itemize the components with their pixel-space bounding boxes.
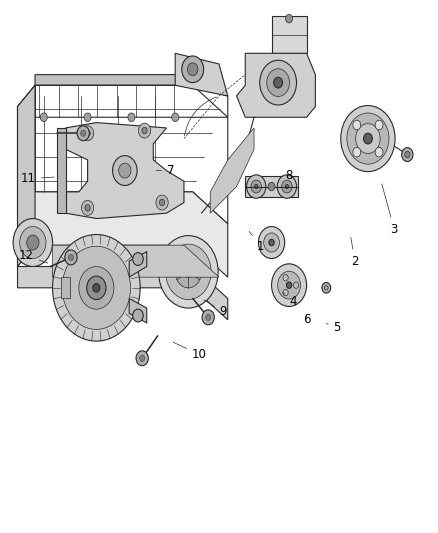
Circle shape	[283, 274, 288, 281]
Circle shape	[84, 113, 91, 122]
Circle shape	[81, 200, 94, 215]
Polygon shape	[129, 298, 147, 323]
Circle shape	[402, 148, 413, 161]
Circle shape	[269, 239, 274, 246]
Circle shape	[68, 254, 74, 261]
Circle shape	[20, 227, 46, 259]
Circle shape	[187, 63, 198, 76]
Polygon shape	[18, 85, 228, 277]
Text: 3: 3	[382, 184, 398, 236]
Text: 12: 12	[19, 249, 48, 263]
Circle shape	[184, 266, 193, 277]
Circle shape	[247, 175, 266, 198]
Circle shape	[267, 69, 290, 96]
Text: 1: 1	[249, 231, 265, 253]
Text: 4: 4	[283, 292, 297, 308]
Circle shape	[264, 233, 279, 252]
Circle shape	[202, 310, 214, 325]
Text: 7: 7	[156, 164, 175, 177]
Circle shape	[77, 126, 89, 141]
Circle shape	[79, 266, 114, 309]
Circle shape	[159, 236, 218, 308]
Text: 5: 5	[326, 321, 341, 334]
Text: 8: 8	[274, 169, 293, 182]
Circle shape	[172, 113, 179, 122]
Circle shape	[13, 219, 53, 266]
Text: 11: 11	[21, 172, 54, 185]
Circle shape	[286, 14, 293, 23]
Polygon shape	[61, 277, 70, 298]
Circle shape	[87, 276, 106, 300]
Circle shape	[272, 264, 307, 306]
Circle shape	[293, 282, 299, 288]
Circle shape	[85, 205, 90, 211]
Circle shape	[40, 113, 47, 122]
Circle shape	[140, 355, 145, 361]
Circle shape	[251, 180, 261, 193]
Polygon shape	[66, 123, 184, 219]
Circle shape	[142, 127, 147, 134]
Polygon shape	[237, 53, 315, 117]
Circle shape	[286, 282, 292, 288]
Polygon shape	[272, 16, 307, 53]
Circle shape	[113, 156, 137, 185]
Text: 9: 9	[204, 300, 227, 318]
Circle shape	[260, 60, 297, 105]
Circle shape	[322, 282, 331, 293]
Circle shape	[277, 175, 297, 198]
Circle shape	[159, 199, 165, 206]
Circle shape	[258, 227, 285, 259]
Polygon shape	[57, 128, 66, 213]
Circle shape	[353, 147, 361, 157]
Circle shape	[205, 314, 211, 320]
Polygon shape	[245, 176, 298, 197]
Polygon shape	[53, 245, 219, 277]
Circle shape	[182, 56, 204, 83]
Circle shape	[254, 184, 258, 189]
Circle shape	[156, 195, 168, 210]
Circle shape	[175, 256, 201, 288]
Circle shape	[353, 120, 361, 130]
Circle shape	[62, 246, 131, 329]
Circle shape	[53, 235, 140, 341]
Circle shape	[136, 351, 148, 366]
Circle shape	[274, 77, 283, 88]
Circle shape	[81, 130, 86, 136]
Circle shape	[375, 147, 383, 157]
Circle shape	[364, 133, 372, 144]
Circle shape	[347, 113, 389, 164]
Circle shape	[268, 182, 275, 191]
Polygon shape	[129, 252, 147, 277]
Circle shape	[81, 126, 94, 141]
Circle shape	[356, 124, 380, 154]
Text: 6: 6	[303, 313, 311, 326]
Circle shape	[133, 253, 143, 265]
Circle shape	[65, 250, 77, 265]
Circle shape	[133, 309, 143, 322]
Circle shape	[93, 284, 100, 292]
Polygon shape	[18, 85, 35, 213]
Circle shape	[283, 289, 288, 296]
Circle shape	[285, 184, 289, 189]
Circle shape	[27, 235, 39, 250]
Circle shape	[138, 123, 151, 138]
Circle shape	[341, 106, 395, 172]
Circle shape	[85, 130, 90, 136]
Polygon shape	[18, 266, 228, 320]
Polygon shape	[35, 75, 228, 96]
Circle shape	[166, 244, 211, 300]
Polygon shape	[175, 53, 228, 96]
Circle shape	[278, 271, 300, 299]
Polygon shape	[210, 128, 254, 213]
Circle shape	[128, 113, 135, 122]
Circle shape	[119, 163, 131, 178]
Polygon shape	[18, 85, 35, 266]
Circle shape	[282, 180, 292, 193]
Text: 10: 10	[173, 342, 207, 361]
Circle shape	[405, 151, 410, 158]
Text: 2: 2	[351, 237, 359, 268]
Circle shape	[375, 120, 383, 130]
